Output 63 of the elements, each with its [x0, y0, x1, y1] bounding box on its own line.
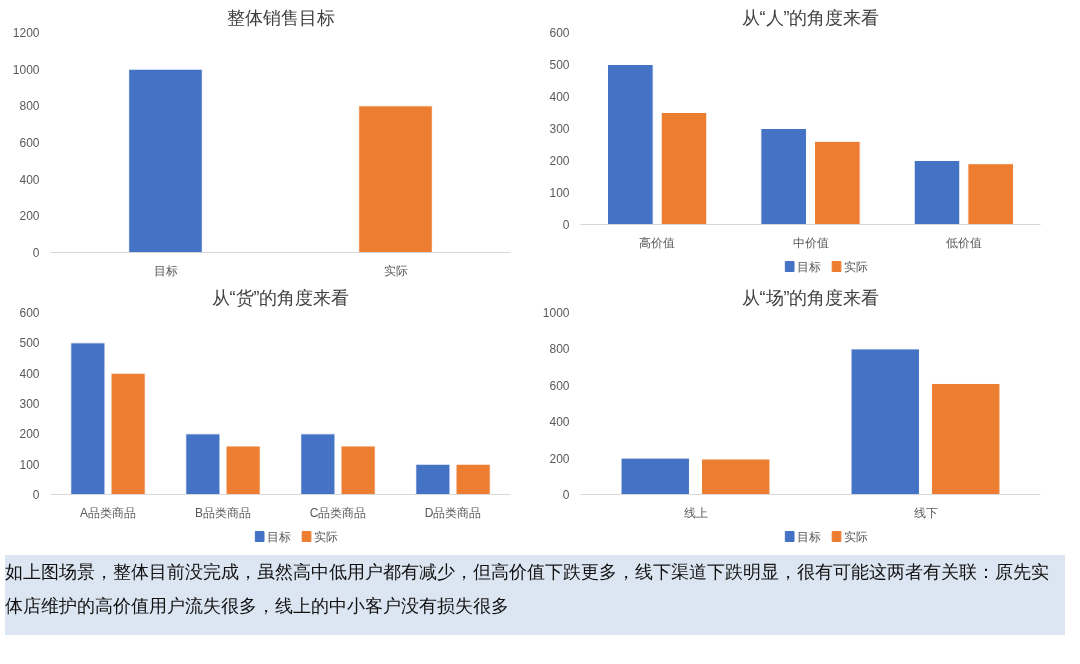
- y-tick-label: 200: [549, 154, 570, 168]
- legend-label: 实际: [314, 529, 339, 544]
- y-tick-label: 200: [549, 451, 570, 466]
- y-tick-label: 0: [32, 488, 40, 502]
- y-tick-label: 800: [549, 342, 570, 357]
- bar: [185, 433, 221, 495]
- x-tick-label: A品类商品: [80, 505, 137, 520]
- bar: [455, 463, 491, 495]
- y-tick-label: 400: [19, 172, 40, 187]
- y-tick-label: 500: [19, 336, 40, 351]
- y-tick-label: 800: [19, 99, 40, 114]
- y-tick-label: 200: [19, 427, 40, 442]
- chart-title: 从“货”的角度来看: [211, 287, 350, 308]
- x-tick-label: B品类商品: [195, 505, 252, 520]
- y-tick-label: 200: [19, 209, 40, 224]
- chart-title: 从“场”的角度来看: [741, 287, 880, 308]
- bar: [701, 458, 771, 495]
- x-tick-label: 线下: [913, 505, 938, 520]
- y-tick-label: 500: [549, 58, 570, 72]
- bar: [300, 433, 336, 495]
- y-tick-label: 400: [549, 415, 570, 430]
- y-tick-label: 1000: [542, 306, 570, 320]
- legend-label: 目标: [267, 529, 292, 544]
- chart-title: 从“人”的角度来看: [741, 7, 880, 28]
- bar: [913, 160, 961, 225]
- x-tick-label: 高价值: [639, 235, 676, 250]
- y-tick-label: 100: [19, 457, 40, 472]
- y-tick-label: 400: [549, 90, 570, 104]
- y-tick-label: 0: [562, 488, 570, 502]
- y-tick-label: 0: [32, 246, 40, 260]
- y-tick-label: 1200: [12, 26, 40, 40]
- bar: [70, 342, 106, 495]
- bar: [660, 112, 708, 225]
- bar: [931, 382, 1001, 495]
- y-tick-label: 600: [549, 378, 570, 393]
- bar: [760, 128, 807, 225]
- y-tick-label: 300: [19, 397, 40, 411]
- y-tick-label: 600: [549, 26, 570, 40]
- y-tick-label: 600: [19, 306, 40, 320]
- bar: [967, 163, 1014, 225]
- y-tick-label: 400: [19, 366, 40, 381]
- legend-label: 目标: [797, 529, 822, 544]
- bar: [225, 445, 261, 495]
- y-tick-label: 0: [562, 218, 570, 232]
- text: 如上图场景，整体目前没完成，虽然高中低用户都有减少，但高价值下跌更多，线下渠道下跌明显，很有可能这两者有关联：原先实体店维护的高价值用户流失很多，线上的中小客户没有损失很多: [5, 561, 1050, 618]
- y-tick-label: 1000: [12, 62, 40, 77]
- x-tick-label: 低价值: [945, 235, 982, 250]
- bar: [607, 64, 654, 225]
- bar: [110, 372, 146, 495]
- x-tick-label: 线上: [683, 505, 708, 520]
- x-tick-label: C品类商品: [309, 505, 367, 520]
- legend-label: 实际: [844, 529, 869, 544]
- x-tick-label: D品类商品: [424, 505, 482, 520]
- chart-title: 整体销售目标: [226, 7, 335, 28]
- bar: [850, 348, 920, 495]
- bar: [620, 457, 690, 495]
- bar: [415, 463, 451, 495]
- bar: [340, 445, 376, 495]
- y-tick-label: 300: [549, 122, 570, 136]
- y-tick-label: 100: [549, 186, 570, 200]
- y-tick-label: 600: [19, 136, 40, 150]
- bar: [814, 140, 861, 225]
- x-tick-label: 中价值: [792, 235, 829, 250]
